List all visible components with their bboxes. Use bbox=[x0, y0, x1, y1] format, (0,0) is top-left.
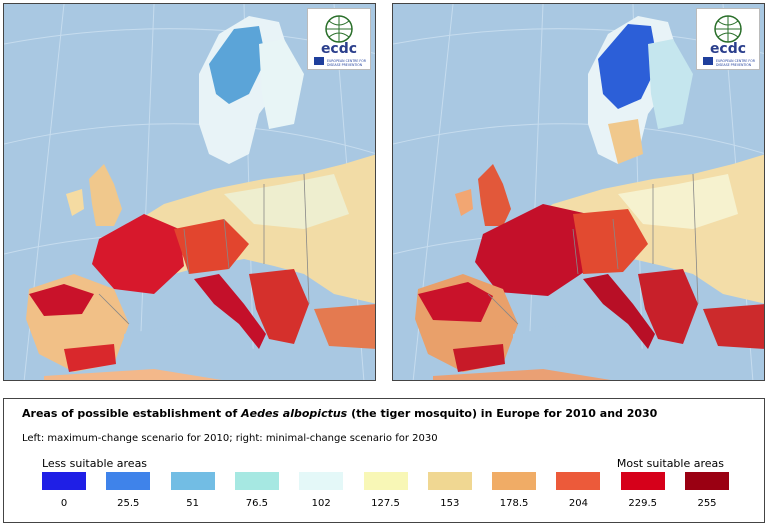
scale-swatch bbox=[106, 472, 151, 490]
species-name: Aedes albopictus bbox=[241, 407, 348, 420]
scale-swatch bbox=[556, 472, 601, 490]
scale-value-label: 0 bbox=[60, 498, 68, 509]
less-suitable-label: Less suitable areas bbox=[42, 457, 148, 470]
scale-swatch bbox=[363, 472, 408, 490]
scale-value-label: 76.5 bbox=[245, 498, 269, 509]
scale-value-label: 51 bbox=[186, 498, 199, 509]
scale-value-label: 25.5 bbox=[117, 498, 140, 509]
svg-text:EUROPEAN CENTRE FOR: EUROPEAN CENTRE FOR bbox=[716, 59, 756, 63]
scale-value-label: 102 bbox=[311, 498, 331, 509]
most-suitable-label: Most suitable areas bbox=[616, 457, 724, 470]
scale-swatch bbox=[492, 472, 537, 490]
svg-text:DISEASE PREVENTION: DISEASE PREVENTION bbox=[716, 63, 752, 67]
legend-title: Areas of possible establishment of Aedes… bbox=[22, 407, 658, 420]
scale-value-label: 127.5 bbox=[371, 498, 400, 509]
scale-swatch bbox=[620, 472, 665, 490]
scale-swatch bbox=[685, 472, 729, 490]
scale-swatch bbox=[170, 472, 215, 490]
color-scale: 0 25.5 51 76.5 102 127.5 153 178.5 204 229.5 255 bbox=[42, 472, 742, 517]
scale-value-label: 153 bbox=[440, 498, 460, 509]
scale-value-label: 229.5 bbox=[628, 498, 657, 509]
legend-subtitle: Left: maximum-change scenario for 2010; … bbox=[22, 433, 438, 444]
scale-value-label: 255 bbox=[697, 498, 717, 509]
ecdc-logo: ecdc EUROPEAN CENTRE FOR DISEASE PREVENT… bbox=[696, 8, 760, 70]
scale-swatch bbox=[299, 472, 344, 490]
scale-value-label: 204 bbox=[568, 498, 588, 509]
scale-swatch bbox=[42, 472, 86, 490]
map-left-2010: ecdc EUROPEAN CENTRE FOR DISEASE PREVENT… bbox=[3, 3, 376, 381]
ecdc-logo: ecdc EUROPEAN CENTRE FOR DISEASE PREVENT… bbox=[307, 8, 371, 70]
svg-text:DISEASE PREVENTION: DISEASE PREVENTION bbox=[327, 63, 363, 67]
svg-text:EUROPEAN CENTRE FOR: EUROPEAN CENTRE FOR bbox=[327, 59, 367, 63]
map-right-2030: ecdc EUROPEAN CENTRE FOR DISEASE PREVENT… bbox=[392, 3, 765, 381]
svg-text:ecdc: ecdc bbox=[710, 41, 746, 57]
scale-swatch bbox=[427, 472, 472, 490]
svg-text:ecdc: ecdc bbox=[321, 41, 357, 57]
legend-panel: Areas of possible establishment of Aedes… bbox=[3, 398, 765, 523]
scale-swatch bbox=[234, 472, 279, 490]
scale-value-label: 178.5 bbox=[499, 498, 529, 509]
